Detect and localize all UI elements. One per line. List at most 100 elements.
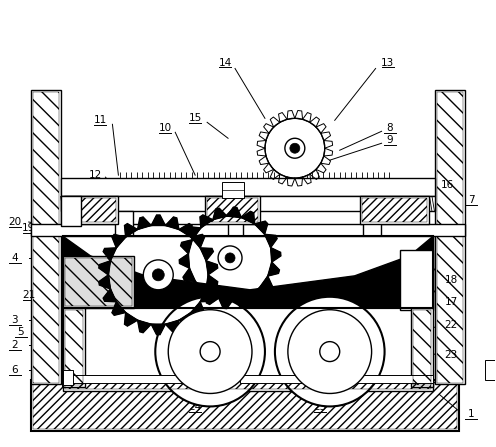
Bar [485, 359, 495, 380]
Polygon shape [151, 215, 165, 225]
Polygon shape [191, 302, 204, 315]
Text: 15: 15 [188, 114, 202, 123]
Bar [62, 256, 134, 308]
Bar [62, 380, 434, 392]
Bar [435, 90, 465, 384]
Bar [62, 236, 434, 384]
Circle shape [152, 269, 164, 281]
Polygon shape [137, 320, 151, 333]
Circle shape [225, 253, 235, 263]
Text: 14: 14 [218, 58, 232, 67]
Polygon shape [179, 254, 189, 268]
Polygon shape [271, 248, 281, 262]
Bar [228, 211, 243, 256]
Circle shape [155, 297, 265, 406]
Bar [205, 196, 260, 224]
Text: 12: 12 [89, 170, 102, 180]
Bar [62, 308, 84, 388]
Bar [399, 250, 434, 310]
Text: 5: 5 [17, 327, 24, 337]
Text: 8: 8 [386, 123, 393, 133]
Bar [437, 93, 463, 383]
Polygon shape [112, 302, 125, 315]
Polygon shape [183, 268, 195, 282]
Text: 24: 24 [188, 402, 202, 413]
Polygon shape [179, 224, 192, 237]
Polygon shape [99, 261, 111, 275]
Bar [412, 308, 434, 388]
Polygon shape [200, 215, 213, 228]
Polygon shape [219, 298, 233, 308]
Polygon shape [62, 236, 434, 308]
Polygon shape [248, 288, 260, 301]
Polygon shape [206, 261, 218, 275]
Text: 1: 1 [468, 409, 475, 419]
Bar [62, 236, 434, 308]
Bar [31, 224, 465, 236]
Bar [222, 182, 244, 198]
Bar [31, 380, 459, 431]
Bar [64, 381, 432, 389]
Text: 25: 25 [313, 402, 326, 413]
Text: 10: 10 [159, 123, 172, 133]
Polygon shape [124, 224, 137, 237]
Text: 23: 23 [445, 350, 458, 359]
Bar [63, 196, 119, 224]
Polygon shape [259, 276, 272, 289]
Circle shape [200, 342, 220, 362]
Text: 7: 7 [468, 195, 475, 205]
Bar [64, 310, 82, 385]
Bar [362, 198, 428, 222]
Bar [62, 375, 222, 383]
Polygon shape [227, 207, 242, 218]
Polygon shape [200, 248, 213, 261]
Polygon shape [265, 234, 277, 248]
Polygon shape [103, 289, 117, 302]
Polygon shape [188, 227, 201, 240]
Text: 4: 4 [11, 253, 18, 263]
Circle shape [275, 297, 384, 406]
Text: 17: 17 [445, 297, 458, 307]
Bar [116, 211, 133, 306]
Text: 6: 6 [11, 365, 18, 375]
Text: 19: 19 [22, 223, 35, 233]
Circle shape [143, 260, 173, 290]
Polygon shape [103, 248, 117, 261]
Bar [240, 375, 434, 383]
Circle shape [168, 310, 252, 393]
Polygon shape [191, 234, 204, 248]
Polygon shape [99, 275, 111, 289]
Text: 3: 3 [11, 315, 18, 325]
Bar [61, 196, 435, 211]
Circle shape [288, 310, 372, 393]
Polygon shape [151, 324, 165, 335]
Polygon shape [206, 292, 219, 304]
Bar [33, 93, 59, 383]
Text: 21: 21 [22, 290, 35, 300]
Polygon shape [254, 221, 268, 234]
Bar [65, 198, 117, 222]
Bar [61, 196, 80, 226]
Circle shape [320, 342, 340, 362]
Bar [414, 310, 432, 385]
Circle shape [265, 118, 325, 178]
Polygon shape [165, 320, 179, 333]
Bar [207, 198, 258, 222]
Polygon shape [200, 289, 213, 302]
Text: 11: 11 [94, 115, 107, 125]
Polygon shape [137, 217, 151, 229]
Circle shape [290, 143, 300, 153]
Polygon shape [112, 234, 125, 248]
Bar [363, 211, 380, 306]
Circle shape [218, 246, 242, 270]
Polygon shape [181, 240, 192, 254]
Bar [31, 90, 61, 384]
Text: 13: 13 [381, 58, 394, 67]
Polygon shape [268, 262, 279, 276]
Text: 22: 22 [445, 320, 458, 330]
Circle shape [285, 138, 305, 158]
Bar [61, 178, 435, 196]
Bar [33, 381, 457, 430]
Bar [62, 370, 72, 385]
Polygon shape [165, 217, 179, 229]
